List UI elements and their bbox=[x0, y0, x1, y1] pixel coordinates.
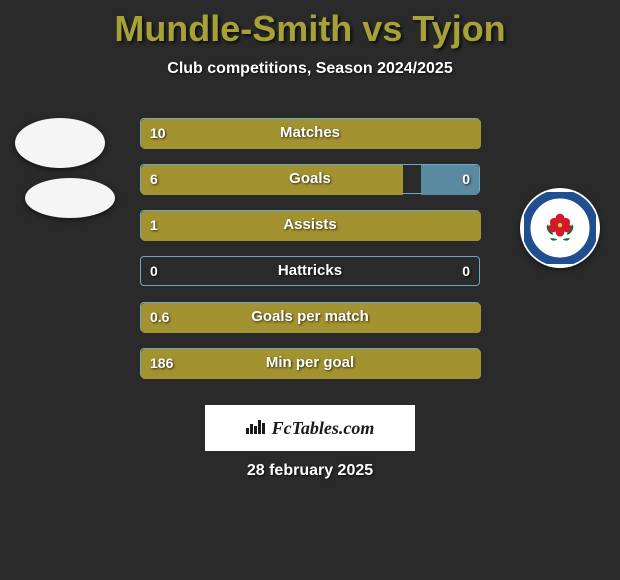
brand-badge: FcTables.com bbox=[205, 405, 415, 451]
brand-text: FcTables.com bbox=[272, 418, 375, 439]
stat-row: Matches10 bbox=[0, 118, 620, 148]
bar-left bbox=[141, 165, 403, 195]
stat-row: Assists1 bbox=[0, 210, 620, 240]
bar-left bbox=[141, 303, 481, 333]
bar-left bbox=[141, 119, 481, 149]
stats-chart: Matches10 Goals60 Assists1 Hattricks00 Goals… bbox=[0, 118, 620, 394]
bar-track bbox=[140, 164, 480, 194]
bar-track bbox=[140, 348, 480, 378]
stat-row: Goals60 bbox=[0, 164, 620, 194]
bar-left bbox=[141, 211, 481, 241]
brand-bars-icon bbox=[246, 418, 266, 439]
bar-right bbox=[421, 165, 479, 195]
page-subtitle: Club competitions, Season 2024/2025 bbox=[0, 60, 620, 78]
footer-date: 28 february 2025 bbox=[0, 462, 620, 480]
bar-track bbox=[140, 256, 480, 286]
stat-row: Hattricks00 bbox=[0, 256, 620, 286]
stat-row: Min per goal186 bbox=[0, 348, 620, 378]
bar-left bbox=[141, 349, 481, 379]
bar-track bbox=[140, 210, 480, 240]
bar-track bbox=[140, 302, 480, 332]
page-title: Mundle-Smith vs Tyjon bbox=[0, 8, 620, 50]
bar-track bbox=[140, 118, 480, 148]
stat-row: Goals per match0.6 bbox=[0, 302, 620, 332]
